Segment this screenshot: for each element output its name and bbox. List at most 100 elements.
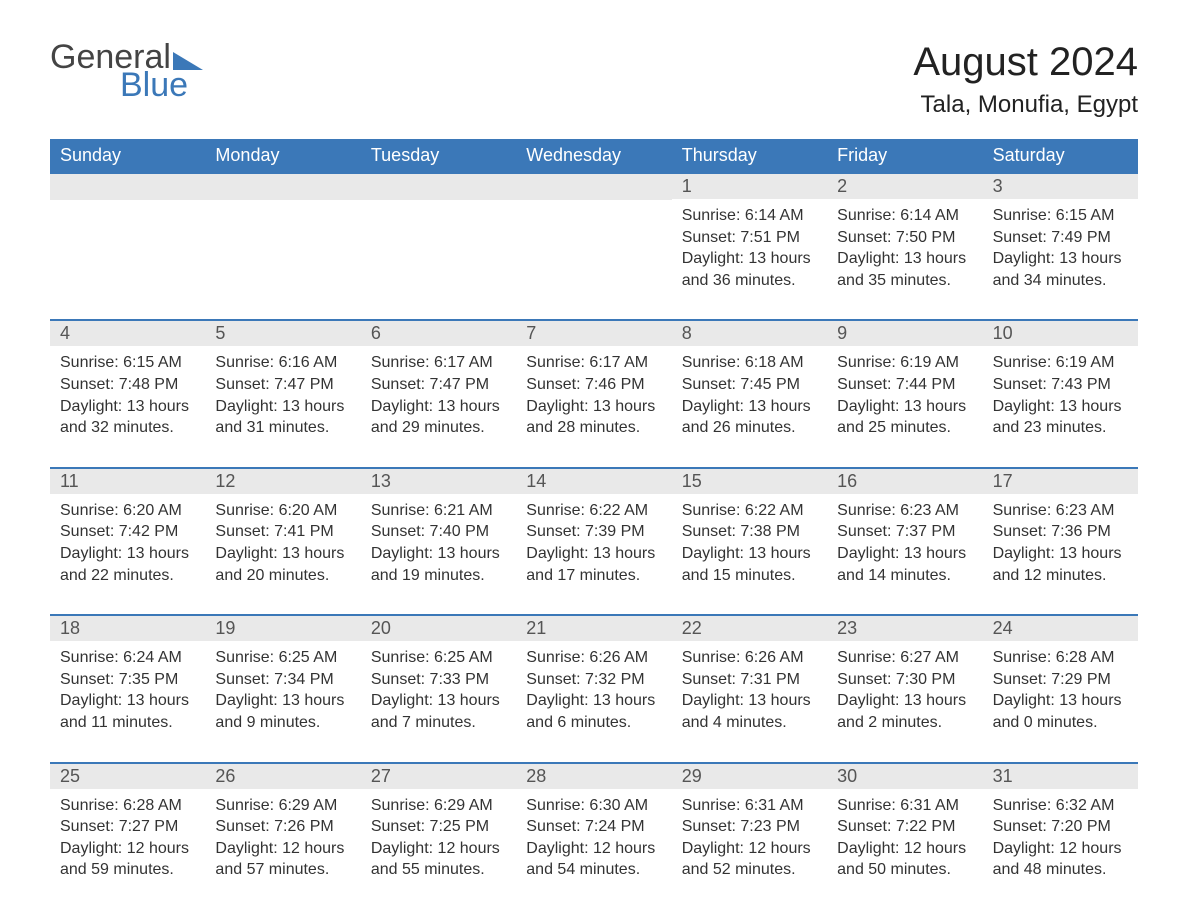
day-number: 2 [827,174,982,199]
sunset-text: Sunset: 7:30 PM [837,669,972,691]
day-number: 28 [516,764,671,789]
sunrise-text: Sunrise: 6:26 AM [682,647,817,669]
sunrise-text: Sunrise: 6:23 AM [837,500,972,522]
sunset-text: Sunset: 7:38 PM [682,521,817,543]
sunset-text: Sunset: 7:25 PM [371,816,506,838]
sunset-text: Sunset: 7:37 PM [837,521,972,543]
day-cell [205,174,360,291]
day-of-week-cell: Sunday [50,139,205,172]
sunrise-text: Sunrise: 6:14 AM [837,205,972,227]
sunrise-text: Sunrise: 6:18 AM [682,352,817,374]
day-number: 24 [983,616,1138,641]
sunset-text: Sunset: 7:48 PM [60,374,195,396]
day-number: 14 [516,469,671,494]
day-details: Sunrise: 6:14 AMSunset: 7:50 PMDaylight:… [827,199,982,291]
day-details: Sunrise: 6:24 AMSunset: 7:35 PMDaylight:… [50,641,205,733]
day-number: 16 [827,469,982,494]
daylight-text: Daylight: 13 hours and 22 minutes. [60,543,195,586]
day-number: 5 [205,321,360,346]
day-number [516,174,671,200]
daylight-text: Daylight: 13 hours and 20 minutes. [215,543,350,586]
daylight-text: Daylight: 13 hours and 9 minutes. [215,690,350,733]
day-details: Sunrise: 6:29 AMSunset: 7:26 PMDaylight:… [205,789,360,881]
day-number: 13 [361,469,516,494]
sunrise-text: Sunrise: 6:30 AM [526,795,661,817]
sunset-text: Sunset: 7:50 PM [837,227,972,249]
day-number: 4 [50,321,205,346]
daylight-text: Daylight: 13 hours and 28 minutes. [526,396,661,439]
day-cell: 10Sunrise: 6:19 AMSunset: 7:43 PMDayligh… [983,321,1138,438]
day-of-week-cell: Saturday [983,139,1138,172]
day-cell: 25Sunrise: 6:28 AMSunset: 7:27 PMDayligh… [50,764,205,881]
sunset-text: Sunset: 7:41 PM [215,521,350,543]
day-details: Sunrise: 6:23 AMSunset: 7:37 PMDaylight:… [827,494,982,586]
day-details: Sunrise: 6:27 AMSunset: 7:30 PMDaylight:… [827,641,982,733]
day-cell: 19Sunrise: 6:25 AMSunset: 7:34 PMDayligh… [205,616,360,733]
sunset-text: Sunset: 7:42 PM [60,521,195,543]
week-row: 4Sunrise: 6:15 AMSunset: 7:48 PMDaylight… [50,319,1138,438]
day-number: 17 [983,469,1138,494]
week-row: 25Sunrise: 6:28 AMSunset: 7:27 PMDayligh… [50,762,1138,881]
day-cell: 2Sunrise: 6:14 AMSunset: 7:50 PMDaylight… [827,174,982,291]
day-number [361,174,516,200]
sunset-text: Sunset: 7:23 PM [682,816,817,838]
day-number: 18 [50,616,205,641]
daylight-text: Daylight: 12 hours and 54 minutes. [526,838,661,881]
day-cell: 24Sunrise: 6:28 AMSunset: 7:29 PMDayligh… [983,616,1138,733]
day-details: Sunrise: 6:29 AMSunset: 7:25 PMDaylight:… [361,789,516,881]
sunrise-text: Sunrise: 6:22 AM [526,500,661,522]
sunrise-text: Sunrise: 6:19 AM [993,352,1128,374]
sunrise-text: Sunrise: 6:28 AM [993,647,1128,669]
day-number: 6 [361,321,516,346]
day-number: 27 [361,764,516,789]
day-details: Sunrise: 6:18 AMSunset: 7:45 PMDaylight:… [672,346,827,438]
month-title: August 2024 [913,40,1138,85]
sunrise-text: Sunrise: 6:25 AM [371,647,506,669]
day-details: Sunrise: 6:22 AMSunset: 7:38 PMDaylight:… [672,494,827,586]
day-details: Sunrise: 6:19 AMSunset: 7:43 PMDaylight:… [983,346,1138,438]
sunset-text: Sunset: 7:35 PM [60,669,195,691]
day-details: Sunrise: 6:25 AMSunset: 7:33 PMDaylight:… [361,641,516,733]
day-details: Sunrise: 6:17 AMSunset: 7:46 PMDaylight:… [516,346,671,438]
day-number: 12 [205,469,360,494]
day-number: 26 [205,764,360,789]
day-details: Sunrise: 6:23 AMSunset: 7:36 PMDaylight:… [983,494,1138,586]
sunrise-text: Sunrise: 6:15 AM [993,205,1128,227]
sunset-text: Sunset: 7:43 PM [993,374,1128,396]
day-cell: 5Sunrise: 6:16 AMSunset: 7:47 PMDaylight… [205,321,360,438]
day-of-week-cell: Friday [827,139,982,172]
day-details: Sunrise: 6:17 AMSunset: 7:47 PMDaylight:… [361,346,516,438]
daylight-text: Daylight: 12 hours and 55 minutes. [371,838,506,881]
day-number: 29 [672,764,827,789]
day-number: 22 [672,616,827,641]
sunset-text: Sunset: 7:40 PM [371,521,506,543]
day-number: 21 [516,616,671,641]
day-number: 3 [983,174,1138,199]
day-number: 1 [672,174,827,199]
daylight-text: Daylight: 13 hours and 0 minutes. [993,690,1128,733]
day-number: 8 [672,321,827,346]
day-details: Sunrise: 6:21 AMSunset: 7:40 PMDaylight:… [361,494,516,586]
logo-word-blue: Blue [120,68,203,102]
day-number: 19 [205,616,360,641]
day-details: Sunrise: 6:32 AMSunset: 7:20 PMDaylight:… [983,789,1138,881]
day-cell: 1Sunrise: 6:14 AMSunset: 7:51 PMDaylight… [672,174,827,291]
sunrise-text: Sunrise: 6:29 AM [215,795,350,817]
daylight-text: Daylight: 13 hours and 23 minutes. [993,396,1128,439]
day-cell: 8Sunrise: 6:18 AMSunset: 7:45 PMDaylight… [672,321,827,438]
sunrise-text: Sunrise: 6:28 AM [60,795,195,817]
day-number: 11 [50,469,205,494]
sunrise-text: Sunrise: 6:27 AM [837,647,972,669]
day-details: Sunrise: 6:15 AMSunset: 7:49 PMDaylight:… [983,199,1138,291]
day-details: Sunrise: 6:26 AMSunset: 7:32 PMDaylight:… [516,641,671,733]
day-details: Sunrise: 6:30 AMSunset: 7:24 PMDaylight:… [516,789,671,881]
day-cell: 23Sunrise: 6:27 AMSunset: 7:30 PMDayligh… [827,616,982,733]
day-number: 30 [827,764,982,789]
daylight-text: Daylight: 13 hours and 36 minutes. [682,248,817,291]
day-cell: 3Sunrise: 6:15 AMSunset: 7:49 PMDaylight… [983,174,1138,291]
day-number: 23 [827,616,982,641]
sunrise-text: Sunrise: 6:22 AM [682,500,817,522]
day-details: Sunrise: 6:28 AMSunset: 7:27 PMDaylight:… [50,789,205,881]
day-details: Sunrise: 6:28 AMSunset: 7:29 PMDaylight:… [983,641,1138,733]
daylight-text: Daylight: 13 hours and 19 minutes. [371,543,506,586]
